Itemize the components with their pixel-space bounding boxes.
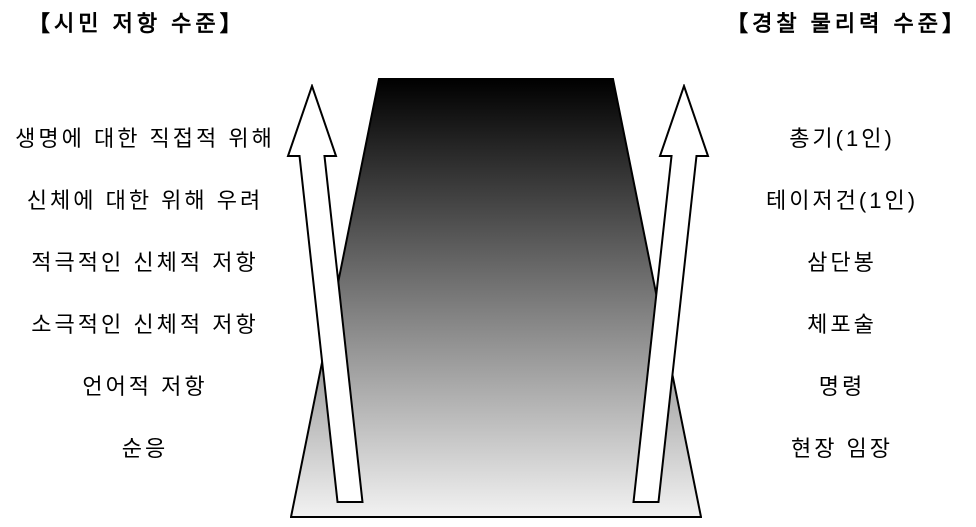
list-item: 테이저건(1인)	[712, 170, 972, 232]
list-item: 소극적인 신체적 저항	[0, 294, 300, 356]
left-header: 【시민 저항 수준】	[28, 6, 246, 38]
list-item: 신체에 대한 위해 우려	[0, 170, 300, 232]
list-item: 적극적인 신체적 저항	[0, 232, 300, 294]
list-item: 명령	[712, 356, 972, 418]
list-item: 삼단봉	[712, 232, 972, 294]
list-item: 총기(1인)	[712, 108, 972, 170]
left-arrow	[288, 84, 378, 509]
list-item: 생명에 대한 직접적 위해	[0, 108, 300, 170]
list-item: 언어적 저항	[0, 356, 300, 418]
left-item-list: 생명에 대한 직접적 위해신체에 대한 위해 우려적극적인 신체적 저항소극적인…	[0, 108, 300, 480]
right-item-list: 총기(1인)테이저건(1인)삼단봉체포술명령현장 임장	[712, 108, 972, 480]
list-item: 순응	[0, 418, 300, 480]
list-item: 현장 임장	[712, 418, 972, 480]
right-header: 【경찰 물리력 수준】	[700, 6, 968, 38]
list-item: 체포술	[712, 294, 972, 356]
